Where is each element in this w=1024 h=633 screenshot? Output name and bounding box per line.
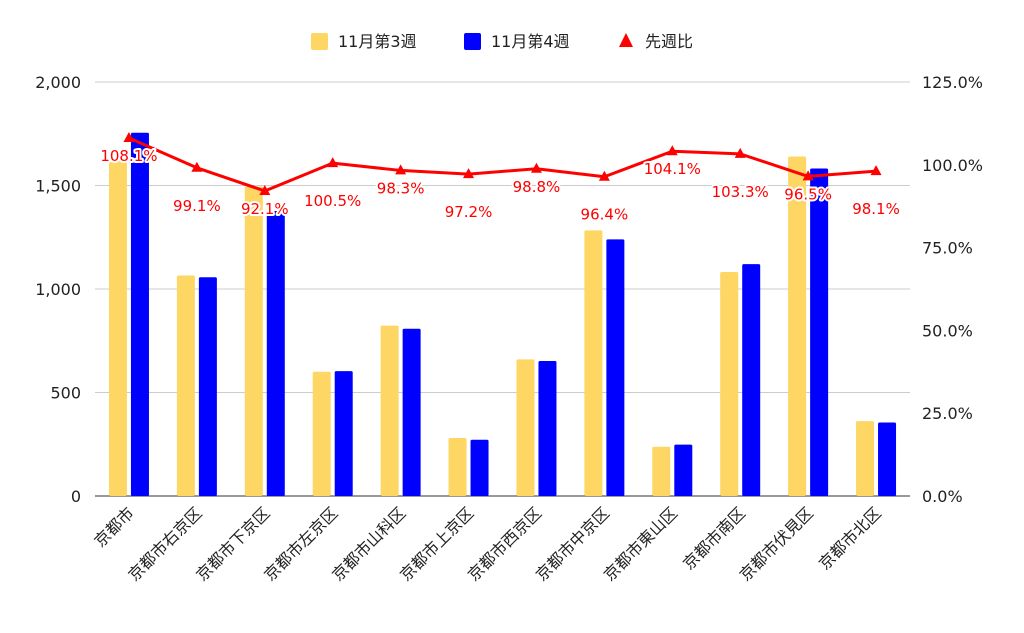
category-label: 京都市 (90, 503, 137, 550)
bar-week3 (108, 160, 127, 496)
bar-week4 (266, 210, 285, 496)
ratio-data-label: 104.1% (644, 160, 701, 178)
left-tick-label: 1,500 (35, 177, 81, 196)
ratio-data-label: 96.4% (581, 206, 629, 224)
bar-week3 (380, 325, 399, 496)
legend-swatch (311, 33, 328, 50)
ratio-marker (870, 165, 882, 176)
bar-week3 (448, 438, 467, 496)
ratio-marker (327, 157, 339, 168)
ratio-marker (530, 162, 542, 173)
legend: 11月第3週 11月第4週 先週比 (311, 32, 693, 51)
category-axis: 京都市京都市右京区京都市下京区京都市左京区京都市山科区京都市上京区京都市西京区京… (90, 503, 884, 584)
left-tick-label: 500 (50, 384, 81, 403)
ratio-data-label: 98.8% (513, 178, 561, 196)
bar-week4 (878, 422, 897, 496)
ratio-data-label: 99.1% (173, 197, 221, 215)
right-tick-label: 100.0% (922, 156, 983, 175)
ratio-data-label: 92.1% (241, 200, 289, 218)
bar-week3 (244, 186, 263, 496)
legend-label: 11月第3週 (338, 32, 417, 51)
bar-week3 (720, 272, 739, 496)
ratio-polyline (128, 136, 877, 193)
ratio-labels: 108.1% 99.1% 92.1% 100.5% 98.3% 97.2% 98.8% 96.… (98, 145, 902, 226)
legend-swatch (464, 33, 481, 50)
ratio-marker (259, 184, 271, 195)
right-tick-label: 50.0% (922, 321, 973, 340)
category-label: 京都市伏見区 (736, 503, 817, 584)
ratio-data-label: 96.5% (784, 185, 832, 203)
category-label: 京都市東山区 (600, 503, 681, 584)
right-tick-label: 25.0% (922, 404, 973, 423)
left-tick-label: 1,000 (35, 280, 81, 299)
category-label: 京都市北区 (815, 503, 885, 573)
bar-week4 (470, 439, 489, 496)
ratio-marker (191, 161, 203, 172)
ratio-data-label: 100.5% (304, 192, 361, 210)
bar-week3 (584, 230, 603, 496)
ratio-data-label: 108.1% (100, 147, 157, 165)
ratio-marker (598, 170, 610, 181)
bar-week4 (130, 132, 149, 496)
bar-week3 (176, 275, 195, 496)
right-tick-label: 0.0% (922, 487, 963, 506)
legend-marker (619, 33, 633, 47)
ratio-marker (123, 131, 135, 142)
legend-label: 先週比 (645, 32, 693, 51)
left-tick-label: 2,000 (35, 73, 81, 92)
gridlines (95, 81, 910, 497)
category-label: 京都市南区 (679, 503, 749, 573)
bar-week3 (652, 446, 671, 496)
bar-week4 (810, 168, 829, 496)
ratio-marker (734, 147, 746, 158)
bar-week4 (742, 264, 761, 496)
ratio-marker (802, 170, 814, 181)
left-tick-label: 0 (71, 487, 81, 506)
bar-week4 (674, 444, 693, 496)
bar-week3 (312, 371, 331, 496)
ratio-marker (666, 145, 678, 156)
left-axis: 0 500 1,000 1,500 2,000 (35, 73, 81, 506)
bar-week4 (606, 239, 625, 496)
bar-week4 (198, 277, 217, 496)
right-tick-label: 125.0% (922, 73, 983, 92)
right-tick-label: 75.0% (922, 239, 973, 258)
ratio-data-label: 97.2% (445, 203, 493, 221)
bar-week3 (856, 421, 875, 496)
bars (108, 132, 897, 496)
ratio-line (123, 131, 882, 195)
ratio-marker (395, 164, 407, 175)
bar-week4 (334, 371, 353, 496)
legend-label: 11月第4週 (491, 32, 570, 51)
bar-week4 (402, 328, 421, 496)
ratio-data-label: 103.3% (712, 183, 769, 201)
bar-week3 (516, 359, 535, 496)
bar-week3 (788, 156, 807, 496)
ratio-data-label: 98.1% (852, 200, 900, 218)
ratio-data-label: 98.3% (377, 179, 425, 197)
ratio-marker (463, 168, 475, 179)
right-axis: 0.0% 25.0% 50.0% 75.0% 100.0% 125.0% (922, 73, 983, 506)
bar-week4 (538, 361, 557, 496)
